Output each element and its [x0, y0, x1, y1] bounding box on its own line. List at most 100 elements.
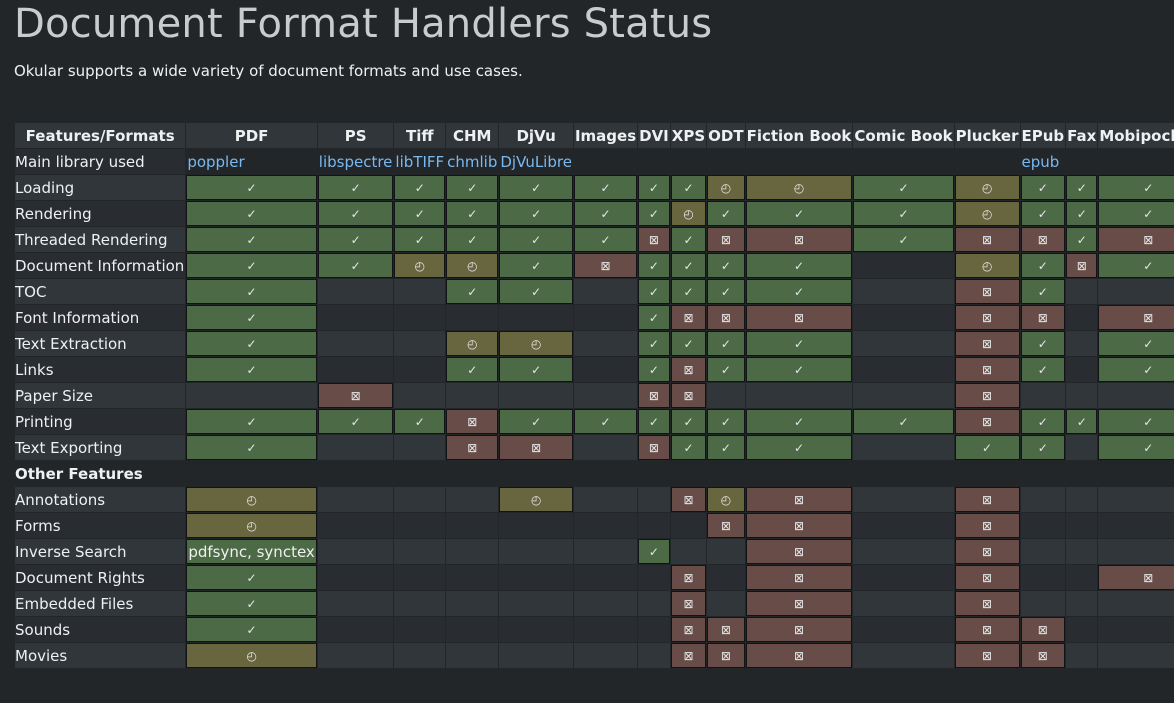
status-cell-supported [745, 409, 853, 434]
table-row: Document Information [15, 253, 1174, 278]
check-icon [351, 181, 361, 195]
library-link[interactable]: libTIFF [395, 152, 445, 171]
empty-cell [1066, 513, 1098, 538]
empty-cell [394, 487, 446, 512]
x-box-icon [721, 649, 731, 663]
x-box-icon [1038, 649, 1048, 663]
library-link[interactable]: DjVuLibre [500, 152, 572, 171]
table-row: Inverse Search pdfsync, synctex [15, 539, 1174, 564]
empty-cell [317, 591, 394, 616]
x-box-icon [982, 415, 992, 429]
check-icon [467, 285, 477, 299]
status-cell-supported [1098, 175, 1174, 200]
empty-cell [707, 383, 745, 408]
empty-cell [573, 357, 638, 382]
status-cell-supported [186, 357, 317, 382]
status-cell-supported [317, 175, 394, 200]
empty-cell [317, 357, 394, 382]
empty-cell [638, 591, 670, 616]
status-cell-supported [499, 409, 573, 434]
library-link[interactable]: epub [1021, 152, 1060, 171]
x-box-icon [794, 493, 804, 507]
empty-cell [1020, 591, 1066, 616]
empty-cell [1066, 565, 1098, 590]
empty-cell [1066, 435, 1098, 460]
empty-cell [573, 383, 638, 408]
empty-cell [186, 383, 317, 408]
status-cell-supported [638, 409, 670, 434]
check-icon [899, 233, 909, 247]
x-box-icon [683, 311, 693, 325]
status-cell-supported [573, 409, 638, 434]
check-icon [794, 285, 804, 299]
column-header-mobipocket: Mobipocket [1098, 123, 1174, 148]
table-row: Paper Size [15, 383, 1174, 408]
empty-cell [638, 487, 670, 512]
check-icon [601, 181, 611, 195]
empty-cell [1066, 643, 1098, 668]
column-header-chm: CHM [446, 123, 499, 148]
status-cell-supported [499, 253, 573, 278]
empty-cell [1098, 643, 1174, 668]
column-header-ps: PS [317, 123, 394, 148]
empty-cell [394, 331, 446, 356]
status-cell-supported [638, 253, 670, 278]
status-cell-supported [707, 201, 745, 226]
empty-cell [746, 149, 853, 174]
x-box-icon [794, 571, 804, 585]
x-box-icon [794, 233, 804, 247]
empty-cell [573, 331, 638, 356]
table-row: Annotations [15, 487, 1174, 512]
check-icon [721, 363, 731, 377]
check-icon [1077, 233, 1087, 247]
x-box-icon [721, 311, 731, 325]
check-icon [1038, 259, 1048, 273]
check-icon [247, 207, 257, 221]
status-cell-unsupported [670, 565, 707, 590]
status-cell-unsupported [707, 513, 745, 538]
check-icon [683, 285, 693, 299]
empty-cell [707, 539, 745, 564]
status-cell-unsupported [954, 643, 1020, 668]
table-row: Threaded Rendering [15, 227, 1174, 252]
check-icon [601, 233, 611, 247]
status-cell-supported [317, 227, 394, 252]
check-icon [1038, 207, 1048, 221]
status-cell-supported [1066, 409, 1098, 434]
row-label: Embedded Files [15, 591, 186, 616]
check-icon [899, 415, 909, 429]
status-cell-unsupported [954, 383, 1020, 408]
empty-cell [853, 539, 954, 564]
status-cell-supported [394, 409, 446, 434]
library-link[interactable]: chmlib [447, 152, 498, 171]
status-cell-unsupported [670, 357, 707, 382]
column-header-odt: ODT [707, 123, 745, 148]
status-cell-supported [638, 539, 670, 564]
status-cell-supported [670, 175, 707, 200]
table-row: Text Exporting [15, 435, 1174, 460]
column-header-tiff: Tiff [394, 123, 446, 148]
empty-cell [1066, 383, 1098, 408]
check-icon [649, 259, 659, 273]
empty-cell [955, 149, 1020, 174]
empty-cell [1020, 513, 1066, 538]
status-cell-supported [446, 201, 499, 226]
library-link[interactable]: libspectre [318, 152, 393, 171]
partial-icon [467, 259, 477, 273]
empty-cell [853, 487, 954, 512]
x-box-icon [467, 441, 477, 455]
status-cell-unsupported [954, 591, 1020, 616]
check-icon [649, 545, 659, 559]
status-cell-supported [499, 175, 573, 200]
x-box-icon [982, 519, 992, 533]
check-icon [899, 207, 909, 221]
status-cell-supported [394, 201, 446, 226]
status-cell-supported [186, 617, 317, 642]
status-cell-supported [186, 591, 317, 616]
check-icon [794, 415, 804, 429]
x-box-icon [982, 389, 992, 403]
library-link[interactable]: poppler [187, 152, 245, 171]
table-row: Loading [15, 175, 1174, 200]
check-icon [415, 415, 425, 429]
empty-cell [707, 149, 744, 174]
